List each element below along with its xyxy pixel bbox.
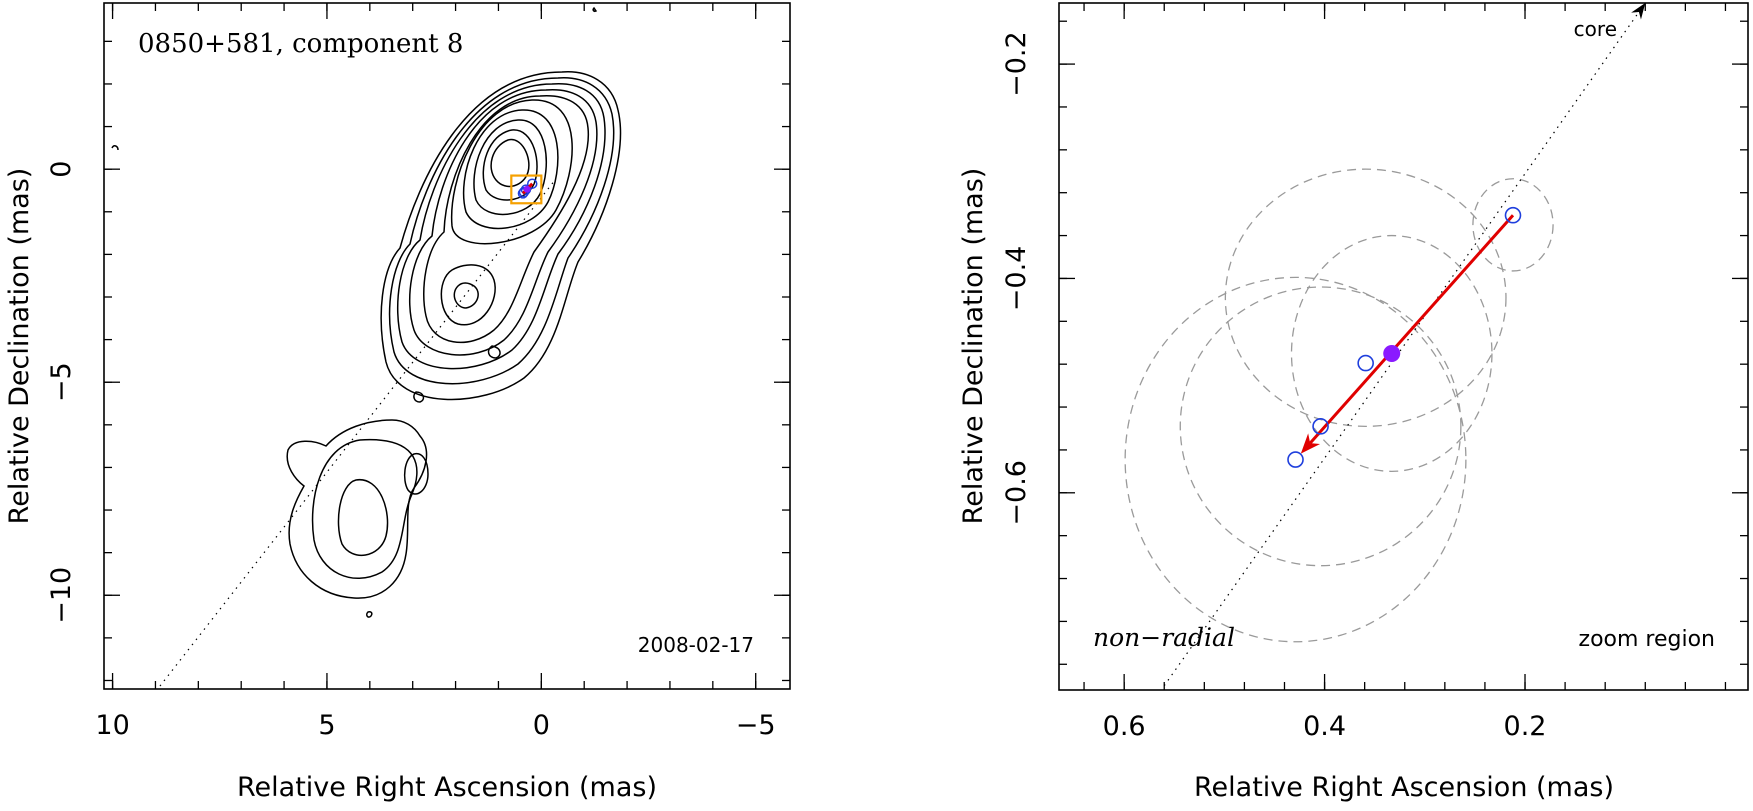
left-axes: 10 5 0 −5 0 −5 −10 [46, 3, 790, 741]
beam-ellipse [1290, 234, 1493, 473]
contour-level [413, 391, 425, 403]
contour-level [366, 611, 373, 618]
contour-level [423, 95, 590, 343]
contour-level [396, 83, 606, 370]
component-position-marker [526, 178, 538, 189]
contour-map-panel: 10 5 0 −5 0 −5 −10 0850+581, component 8 2008-… [4, 2, 791, 803]
core-label: core [1574, 17, 1617, 41]
contour-level [473, 119, 548, 216]
trajectory-arrowhead [1300, 433, 1321, 454]
contour-level [440, 264, 496, 326]
highlighted-position-marker [523, 185, 531, 193]
beam-ellipse [1224, 168, 1507, 427]
right-x-axis-label: Relative Right Ascension (mas) [1194, 772, 1614, 803]
left-y-axis-label: Relative Declination (mas) [4, 168, 35, 525]
beam-ellipse [1124, 276, 1467, 643]
ridge-line [1163, 2, 1646, 687]
motion-class-label: non−radial [1093, 623, 1235, 652]
trajectory-arrow [1309, 214, 1515, 445]
position-markers [1287, 206, 1522, 468]
highlighted-position-marker [1383, 344, 1401, 362]
left-x-tick-label: 5 [318, 710, 335, 741]
right-y-tick-label: −0.4 [1001, 246, 1032, 312]
position-marker [1357, 354, 1374, 372]
left-x-tick-label: 0 [533, 710, 550, 741]
contour-lines [111, 6, 622, 618]
core-direction-arrowhead [1631, 3, 1646, 20]
right-axes: 0.6 0.4 0.2 −0.2 −0.4 −0.6 [1001, 3, 1748, 742]
contour-level [380, 71, 622, 401]
contour-level [453, 282, 479, 309]
zoom-region-panel: 0.6 0.4 0.2 −0.2 −0.4 −0.6 core non−radial zo… [958, 2, 1749, 803]
zoom-box-marker [510, 174, 543, 205]
left-x-tick-label: −5 [736, 710, 776, 741]
position-marker [1287, 451, 1304, 468]
contour-level [490, 138, 530, 188]
right-x-tick-label: 0.4 [1303, 711, 1346, 742]
contour-level [111, 145, 119, 151]
right-x-tick-label: 0.6 [1103, 711, 1146, 742]
beam-ellipse [1472, 178, 1554, 272]
contour-level [337, 479, 389, 557]
right-y-tick-label: −0.2 [1001, 31, 1032, 97]
left-x-tick-label: 10 [95, 710, 129, 741]
component-position-marker [517, 188, 529, 199]
contour-level [403, 452, 429, 495]
contour-level [450, 99, 573, 245]
left-title: 0850+581, component 8 [138, 29, 463, 59]
left-plot-frame [103, 2, 791, 690]
right-y-axis-label: Relative Declination (mas) [958, 168, 989, 525]
contour-level [311, 439, 418, 580]
beam-ellipses [1124, 168, 1554, 643]
beam-ellipse [1179, 286, 1462, 567]
left-x-axis-label: Relative Right Ascension (mas) [237, 772, 657, 803]
zoom-region-label: zoom region [1579, 627, 1715, 652]
contour-level [482, 129, 538, 201]
ridge-line [159, 179, 556, 687]
left-y-tick-label: −5 [46, 362, 77, 402]
right-x-tick-label: 0.2 [1504, 711, 1547, 742]
contour-level [462, 109, 559, 230]
contour-level [592, 6, 598, 12]
component-markers [517, 178, 538, 199]
left-y-tick-label: −10 [46, 567, 77, 624]
position-marker [1312, 418, 1329, 435]
epoch-label: 2008-02-17 [638, 633, 754, 657]
left-y-tick-label: 0 [46, 161, 77, 178]
contour-level [487, 345, 501, 359]
contour-level [286, 419, 428, 599]
right-y-tick-label: −0.6 [1001, 460, 1032, 526]
position-marker [1504, 206, 1522, 224]
contour-level [408, 89, 598, 356]
contour-level [388, 77, 615, 385]
right-plot-frame [1058, 2, 1749, 691]
